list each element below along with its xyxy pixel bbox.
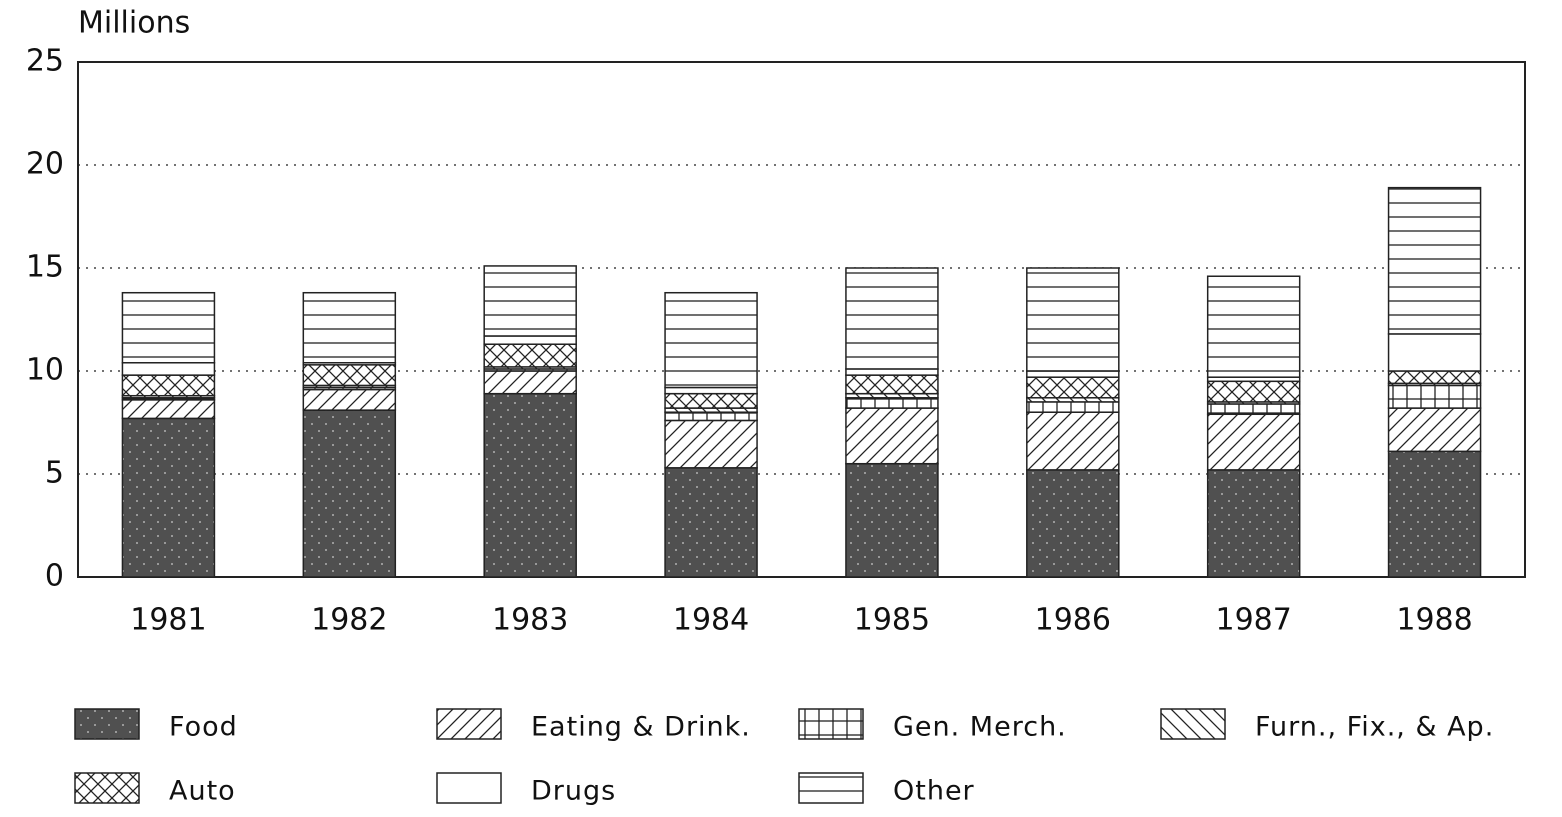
bar-segment: [664, 291, 758, 389]
legend-label: Auto: [169, 776, 236, 807]
bar-segment: [302, 409, 397, 578]
legend-swatch: [798, 708, 864, 740]
x-tick-label: 1987: [1216, 603, 1292, 638]
x-tick-label: 1985: [854, 603, 930, 638]
bar-segment: [1206, 413, 1301, 471]
legend-swatch: [1160, 708, 1226, 740]
legend-label: Food: [169, 712, 238, 743]
legend-label: Drugs: [531, 776, 616, 807]
bar-segment: [845, 368, 939, 376]
plot-frame: [77, 61, 1526, 578]
bar-segment: [1387, 384, 1482, 409]
bar-segment: [1026, 376, 1120, 399]
bar-segment: [1387, 186, 1482, 335]
y-tick-label: 15: [26, 250, 64, 285]
bar-segment: [1026, 267, 1120, 372]
bar-segment: [664, 386, 758, 395]
bar-segment: [664, 392, 758, 409]
x-tick-label: 1981: [130, 603, 206, 638]
bar-segment: [1206, 469, 1301, 578]
legend-swatch: [436, 708, 502, 740]
bar-segment: [121, 362, 216, 376]
y-tick-label: 20: [26, 147, 64, 182]
x-tick-label: 1983: [492, 603, 568, 638]
bar-segment: [1026, 401, 1120, 413]
bar-segment: [483, 343, 577, 368]
bar-segment: [302, 388, 397, 411]
x-tick-label: 1982: [311, 603, 387, 638]
bar-segment: [845, 407, 939, 465]
bar-segment: [845, 374, 939, 395]
y-tick-label: 10: [26, 353, 64, 388]
legend-swatch: [798, 772, 864, 804]
bar-segment: [483, 392, 577, 578]
bar-segment: [845, 462, 939, 578]
legend-label: Other: [893, 776, 975, 807]
bar-segment: [1026, 411, 1120, 471]
legend-swatch: [74, 772, 140, 804]
bar-segment: [302, 291, 397, 364]
bar-segment: [1387, 450, 1482, 578]
bar-segment: [483, 370, 577, 395]
bar-segment: [1387, 407, 1482, 453]
legend-swatch: [74, 708, 140, 740]
bar-segment: [121, 399, 216, 420]
x-tick-label: 1984: [673, 603, 749, 638]
bar-segment: [483, 265, 577, 337]
bar-segment: [1387, 370, 1482, 385]
legend-label: Gen. Merch.: [893, 712, 1067, 743]
y-axis-label: Millions: [78, 6, 190, 41]
bar-segment: [1026, 370, 1120, 378]
x-tick-label: 1986: [1035, 603, 1111, 638]
bar-segment: [664, 411, 758, 422]
bar-segment: [1206, 403, 1301, 416]
bar-segment: [121, 291, 216, 364]
bar-segment: [845, 397, 939, 409]
bar-segment: [121, 374, 216, 397]
y-tick-label: 25: [26, 44, 64, 79]
bar-segment: [483, 335, 577, 345]
x-tick-label: 1988: [1396, 603, 1472, 638]
bar-segment: [664, 467, 758, 578]
bar-segment: [121, 417, 216, 578]
bar-segment: [302, 364, 397, 387]
bar-segment: [1026, 469, 1120, 578]
y-tick-label: 5: [45, 456, 64, 491]
bar-segment: [1206, 380, 1301, 403]
legend-label: Furn., Fix., & Ap.: [1255, 712, 1494, 743]
legend-label: Eating & Drink.: [531, 712, 751, 743]
legend-swatch: [436, 772, 502, 804]
bar-segment: [845, 267, 939, 370]
y-tick-label: 0: [45, 559, 64, 594]
bar-segment: [664, 419, 758, 469]
bar-segment: [1206, 275, 1301, 378]
bar-segment: [1387, 333, 1482, 372]
